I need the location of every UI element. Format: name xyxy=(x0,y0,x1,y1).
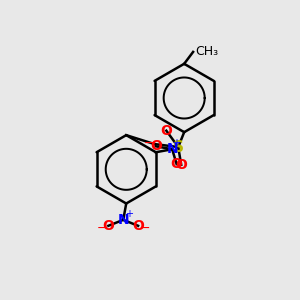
Text: O: O xyxy=(175,158,187,172)
Text: −: − xyxy=(97,222,107,235)
Text: +: + xyxy=(124,209,133,220)
Text: N: N xyxy=(117,213,129,227)
Text: O: O xyxy=(171,157,183,171)
Text: O: O xyxy=(132,219,144,233)
Text: N: N xyxy=(167,142,178,156)
Text: O: O xyxy=(150,139,162,153)
Text: −: − xyxy=(144,137,154,150)
Text: O: O xyxy=(160,124,172,138)
Text: −: − xyxy=(140,222,150,235)
Text: +: + xyxy=(172,138,180,148)
Text: S: S xyxy=(173,140,184,154)
Text: O: O xyxy=(103,219,114,233)
Text: CH₃: CH₃ xyxy=(196,45,219,58)
